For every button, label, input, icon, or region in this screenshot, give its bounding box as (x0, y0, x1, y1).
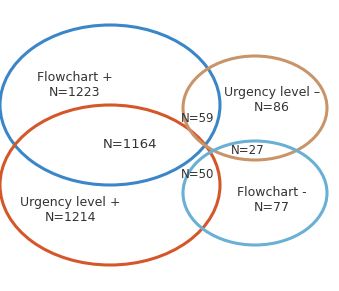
Text: N=27: N=27 (231, 143, 265, 157)
Text: N=50: N=50 (181, 168, 215, 182)
Text: Flowchart -
N=77: Flowchart - N=77 (237, 186, 307, 214)
Text: Urgency level –
N=86: Urgency level – N=86 (224, 86, 320, 114)
Text: N=59: N=59 (181, 111, 215, 125)
Text: N=1164: N=1164 (103, 139, 157, 152)
Text: Urgency level +
N=1214: Urgency level + N=1214 (20, 196, 120, 224)
Text: Flowchart +
N=1223: Flowchart + N=1223 (37, 71, 113, 99)
